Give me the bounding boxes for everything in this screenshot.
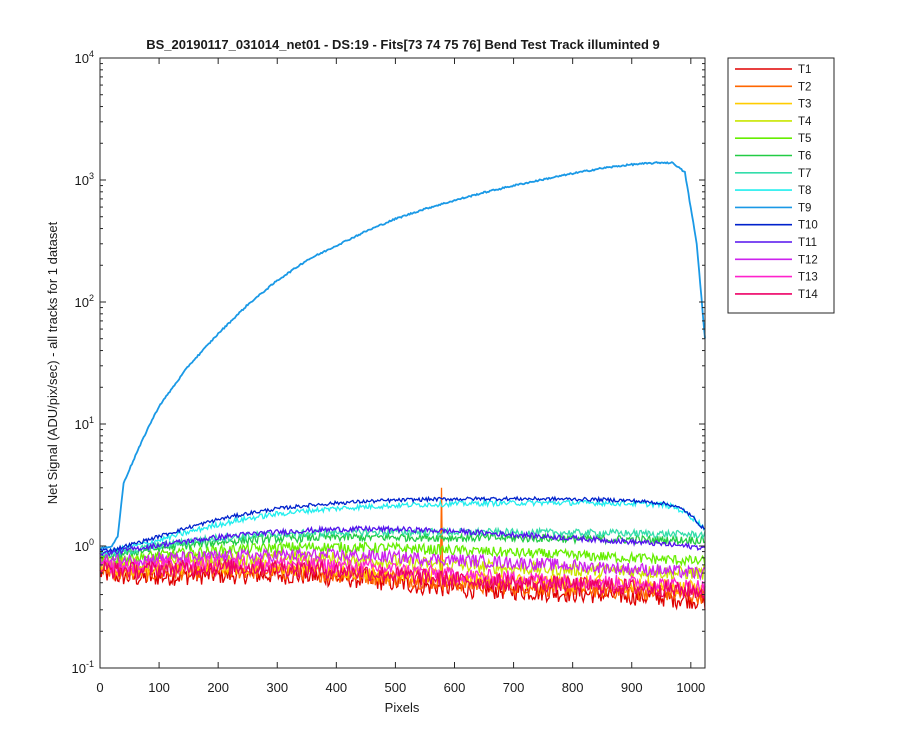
y-tick-label: 104: [75, 49, 94, 66]
x-axis: 0 100 200 300 400 500 600 700 800 900 1000: [96, 58, 705, 695]
x-tick-label: 100: [148, 680, 170, 695]
legend-label-t11: T11: [798, 237, 817, 249]
y-tick-label: 102: [75, 293, 94, 310]
y-axis: 10-1 100 101 102 103 104: [72, 49, 705, 676]
legend: T1 T2 T3 T4 T5 T6 T7 T8 T9 T10 T11 T12 T13 T14: [727, 57, 835, 314]
legend-label-t7: T7: [798, 168, 811, 180]
x-tick-label: 500: [385, 680, 407, 695]
y-tick-label: 10-1: [72, 659, 94, 676]
series-line-t11: [99, 524, 706, 557]
y-axis-label: Net Signal (ADU/pix/sec) - all tracks fo…: [45, 221, 60, 504]
legend-label-t2: T2: [798, 81, 811, 93]
y-tick-label: 101: [75, 415, 94, 432]
legend-box: [727, 57, 835, 314]
x-tick-label: 600: [444, 680, 466, 695]
x-tick-label: 700: [503, 680, 525, 695]
series-line-t14: [99, 558, 706, 599]
legend-label-t6: T6: [798, 151, 811, 163]
chart-title: BS_20190117_031014_net01 - DS:19 - Fits[…: [146, 37, 660, 52]
legend-label-t8: T8: [798, 185, 811, 197]
series-line-t6: [99, 530, 706, 562]
x-tick-label: 900: [621, 680, 643, 695]
series-layer: [99, 161, 706, 611]
legend-label-t12: T12: [798, 254, 818, 266]
plot-area: [99, 57, 706, 669]
axes-box: [99, 57, 706, 669]
x-tick-label: 1000: [676, 680, 705, 695]
x-tick-label: 0: [96, 680, 103, 695]
legend-label-t3: T3: [798, 99, 811, 111]
legend-label-t4: T4: [798, 116, 812, 128]
legend-label-t9: T9: [798, 202, 811, 214]
series-line-t10: [99, 495, 706, 553]
x-tick-label: 400: [325, 680, 347, 695]
series-line-t8: [99, 498, 706, 556]
series-line-t12: [99, 547, 706, 582]
x-tick-label: 300: [266, 680, 288, 695]
legend-label-t1: T1: [798, 64, 811, 76]
y-tick-label: 100: [75, 537, 94, 554]
x-tick-label: 200: [207, 680, 229, 695]
legend-label-t13: T13: [798, 272, 818, 284]
y-tick-label: 103: [75, 171, 94, 188]
series-line-t5: [99, 540, 706, 568]
x-axis-label: Pixels: [385, 700, 420, 715]
series-line-t1: [99, 563, 706, 611]
legend-label-t10: T10: [798, 220, 818, 232]
legend-label-t14: T14: [798, 289, 818, 301]
series-line-t9: [100, 161, 706, 550]
x-tick-label: 800: [562, 680, 584, 695]
legend-items: T1 T2 T3 T4 T5 T6 T7 T8 T9 T10 T11 T12 T13 T14: [735, 64, 818, 301]
legend-label-t5: T5: [798, 133, 811, 145]
